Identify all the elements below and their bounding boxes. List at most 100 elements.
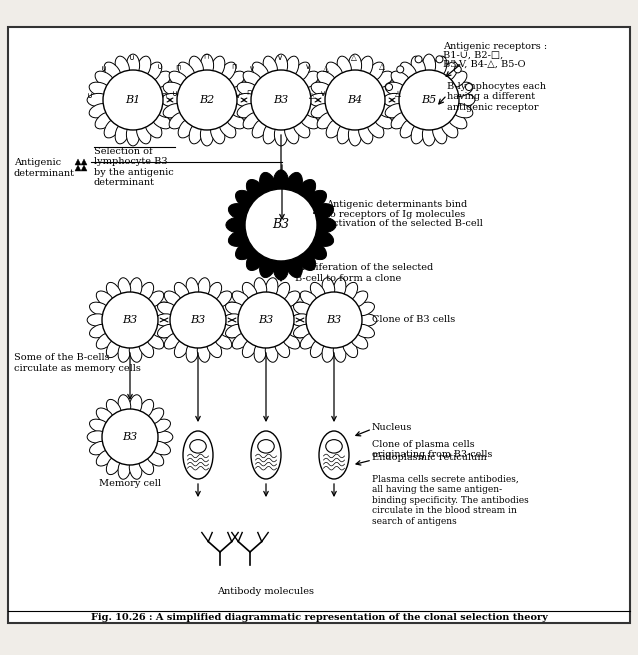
Text: ⊓: ⊓	[203, 54, 209, 60]
Text: ⊓: ⊓	[232, 64, 237, 70]
Ellipse shape	[118, 278, 131, 299]
Ellipse shape	[246, 246, 267, 271]
Ellipse shape	[260, 251, 277, 278]
Ellipse shape	[326, 440, 342, 453]
Ellipse shape	[164, 332, 182, 349]
Text: ⊓: ⊓	[161, 93, 167, 99]
Text: ∪: ∪	[87, 92, 93, 100]
Ellipse shape	[285, 122, 299, 144]
Ellipse shape	[150, 302, 170, 316]
Ellipse shape	[145, 118, 162, 138]
Ellipse shape	[359, 122, 373, 144]
Polygon shape	[81, 159, 87, 165]
Ellipse shape	[107, 282, 121, 302]
Ellipse shape	[155, 314, 177, 326]
Ellipse shape	[263, 56, 278, 78]
Ellipse shape	[354, 324, 375, 338]
Ellipse shape	[302, 239, 327, 259]
Polygon shape	[75, 165, 81, 171]
Ellipse shape	[219, 118, 236, 138]
Ellipse shape	[169, 112, 189, 129]
Polygon shape	[75, 159, 81, 165]
Ellipse shape	[281, 332, 300, 349]
Ellipse shape	[452, 94, 475, 107]
Circle shape	[385, 84, 392, 90]
Text: B3: B3	[272, 219, 290, 231]
Ellipse shape	[138, 338, 154, 358]
Ellipse shape	[317, 112, 337, 129]
Text: Proliferation of the selected
B-cell to form a clone: Proliferation of the selected B-cell to …	[295, 263, 433, 283]
FancyBboxPatch shape	[8, 27, 630, 623]
Circle shape	[238, 292, 294, 348]
Text: B3-V, B4-△, B5-O: B3-V, B4-△, B5-O	[443, 60, 526, 69]
Text: ∪: ∪	[172, 89, 179, 98]
Text: B3: B3	[258, 315, 274, 325]
Ellipse shape	[189, 440, 206, 453]
Ellipse shape	[411, 122, 426, 144]
Ellipse shape	[251, 431, 281, 479]
Ellipse shape	[214, 332, 232, 349]
Ellipse shape	[130, 395, 142, 416]
Ellipse shape	[126, 54, 140, 77]
Ellipse shape	[303, 103, 325, 118]
Ellipse shape	[223, 314, 244, 326]
Ellipse shape	[145, 449, 164, 466]
Circle shape	[454, 66, 461, 73]
Ellipse shape	[189, 56, 204, 78]
Ellipse shape	[186, 278, 199, 299]
Ellipse shape	[293, 324, 314, 338]
Ellipse shape	[158, 324, 178, 338]
Ellipse shape	[441, 118, 458, 138]
Ellipse shape	[258, 440, 274, 453]
Text: B2: B2	[199, 95, 214, 105]
Ellipse shape	[378, 94, 401, 107]
Text: Clone of B3 cells: Clone of B3 cells	[372, 316, 456, 324]
Ellipse shape	[145, 291, 164, 308]
Ellipse shape	[304, 94, 327, 107]
Ellipse shape	[138, 282, 154, 302]
Polygon shape	[81, 165, 87, 171]
Ellipse shape	[225, 324, 246, 338]
Ellipse shape	[274, 338, 290, 358]
Ellipse shape	[183, 431, 213, 479]
Ellipse shape	[385, 82, 407, 96]
Text: B3: B3	[273, 95, 288, 105]
Ellipse shape	[226, 217, 253, 233]
Text: B5: B5	[421, 95, 436, 105]
Ellipse shape	[89, 419, 110, 433]
Ellipse shape	[322, 278, 335, 299]
Ellipse shape	[186, 341, 199, 362]
Text: Plasma cells secrete antibodies,
all having the same antigen-
binding specificit: Plasma cells secrete antibodies, all hav…	[372, 475, 529, 525]
Ellipse shape	[317, 71, 337, 88]
Ellipse shape	[274, 282, 290, 302]
Ellipse shape	[300, 291, 318, 308]
Text: ∪: ∪	[158, 62, 163, 71]
Ellipse shape	[348, 54, 362, 77]
Ellipse shape	[151, 71, 171, 88]
Ellipse shape	[411, 56, 426, 78]
Ellipse shape	[130, 458, 142, 479]
Ellipse shape	[89, 82, 111, 96]
Text: △: △	[394, 89, 401, 98]
Ellipse shape	[302, 191, 327, 211]
Ellipse shape	[300, 332, 318, 349]
Ellipse shape	[377, 103, 399, 118]
Ellipse shape	[307, 229, 334, 246]
Ellipse shape	[145, 332, 164, 349]
Ellipse shape	[326, 118, 343, 138]
Ellipse shape	[174, 282, 189, 302]
Ellipse shape	[115, 56, 130, 78]
Text: Antigenic
determinant: Antigenic determinant	[14, 159, 75, 178]
Ellipse shape	[235, 94, 258, 107]
Ellipse shape	[197, 341, 210, 362]
Ellipse shape	[118, 341, 131, 362]
Ellipse shape	[207, 282, 221, 302]
Circle shape	[245, 189, 317, 261]
Ellipse shape	[350, 291, 367, 308]
Ellipse shape	[274, 54, 288, 77]
Ellipse shape	[274, 123, 288, 146]
Text: ∨: ∨	[320, 89, 327, 98]
Text: B3: B3	[327, 315, 341, 325]
Ellipse shape	[354, 302, 375, 316]
Ellipse shape	[348, 123, 362, 146]
